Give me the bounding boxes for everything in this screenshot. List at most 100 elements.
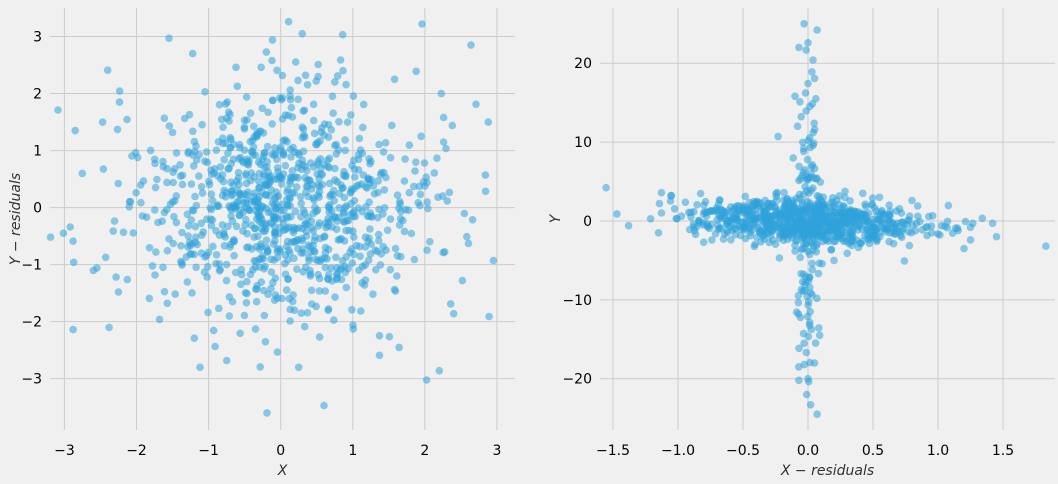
data-point [114, 179, 123, 188]
data-point [342, 80, 350, 89]
data-point [961, 217, 970, 226]
data-point [798, 200, 806, 209]
data-point [69, 325, 77, 334]
data-point [893, 224, 901, 232]
data-point [430, 169, 439, 177]
data-point [463, 232, 471, 241]
data-point [78, 169, 87, 178]
y-tick-label: 2 [33, 87, 42, 103]
data-point [859, 189, 867, 198]
data-point [807, 170, 815, 178]
data-point [189, 127, 197, 136]
data-point [89, 266, 98, 275]
data-point [159, 263, 167, 272]
data-point [808, 208, 817, 217]
data-point [367, 240, 376, 248]
data-point [283, 195, 291, 204]
data-point [420, 159, 429, 167]
data-point [702, 212, 711, 220]
data-point [438, 192, 447, 200]
data-point [716, 224, 724, 232]
data-point [311, 233, 319, 241]
data-point [119, 228, 128, 237]
data-point [331, 176, 339, 184]
data-point [336, 56, 345, 64]
data-point [209, 242, 217, 251]
data-point [282, 286, 291, 294]
data-point [361, 276, 370, 284]
data-point [290, 306, 299, 315]
data-point [780, 188, 788, 197]
data-point [325, 201, 334, 209]
data-point [294, 95, 303, 104]
data-point [287, 212, 295, 221]
data-point [307, 300, 316, 308]
data-point [222, 356, 231, 365]
data-point [335, 204, 344, 212]
data-point [192, 142, 200, 150]
data-point [385, 332, 394, 341]
data-point [268, 36, 277, 44]
data-point [261, 338, 270, 346]
data-point [992, 232, 1001, 241]
data-point [845, 208, 853, 216]
data-point [904, 228, 913, 236]
data-point [897, 209, 906, 217]
data-point [802, 348, 811, 357]
data-point [187, 216, 196, 224]
x-tick-label: 0.5 [862, 443, 884, 459]
data-point [472, 100, 480, 109]
data-point [309, 100, 318, 109]
data-point [417, 132, 425, 141]
data-point [260, 311, 269, 320]
data-point [199, 228, 208, 236]
data-point [170, 164, 179, 173]
data-point [246, 137, 255, 146]
data-point [221, 233, 229, 241]
data-point [446, 300, 455, 308]
data-point [354, 155, 363, 164]
data-point [365, 175, 373, 184]
data-point [110, 217, 119, 225]
data-point [240, 123, 249, 132]
data-point [681, 198, 690, 207]
data-point [272, 205, 281, 213]
data-point [242, 171, 250, 180]
data-point [393, 191, 402, 199]
data-point [274, 192, 283, 200]
data-point [300, 106, 309, 115]
data-point [374, 230, 383, 239]
data-point [411, 167, 419, 175]
data-point [806, 401, 815, 409]
data-point [229, 140, 238, 149]
data-point [261, 262, 269, 271]
data-point [799, 144, 808, 153]
data-point [830, 212, 838, 221]
data-point [214, 201, 222, 209]
data-point [798, 244, 807, 253]
data-point [839, 237, 848, 246]
data-point [342, 252, 351, 261]
data-point [98, 118, 107, 126]
data-point [160, 114, 169, 122]
data-point [806, 238, 815, 246]
data-point [269, 96, 277, 105]
data-point [225, 312, 234, 320]
data-point [908, 221, 917, 230]
data-point [764, 215, 772, 223]
data-point [109, 227, 117, 235]
data-point [797, 207, 805, 215]
data-point [69, 237, 77, 245]
data-point [277, 95, 286, 104]
data-point [815, 324, 823, 332]
data-point [883, 225, 891, 233]
x-tick-label: 1.0 [927, 443, 949, 459]
data-point [189, 162, 198, 170]
data-point [113, 125, 122, 134]
data-point [268, 120, 277, 128]
data-point [784, 211, 792, 220]
x-tick-label: −1.5 [596, 443, 630, 459]
data-point [226, 133, 234, 142]
data-point [440, 248, 449, 256]
data-point [822, 212, 831, 221]
